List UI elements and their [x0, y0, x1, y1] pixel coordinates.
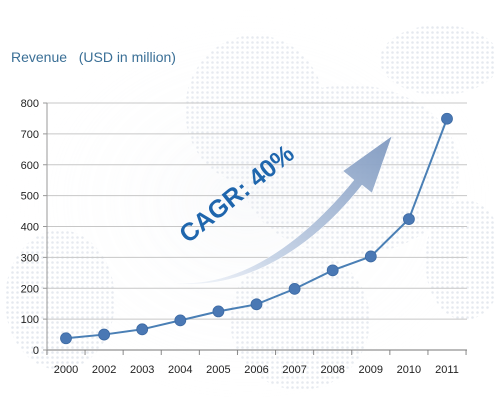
growth-arrow [142, 135, 393, 285]
y-tick-label: 700 [21, 129, 39, 141]
y-tick-label: 0 [33, 345, 39, 357]
data-point [441, 112, 453, 125]
data-point [250, 298, 263, 311]
y-tick-label: 300 [21, 252, 39, 264]
y-tick-label: 600 [21, 160, 39, 172]
x-axis-ticks: 2000 2002 2003 2004 2005 2006 2007 2008 2009 2010… [46, 350, 467, 376]
x-tick-label: 2005 [206, 364, 230, 376]
chart-title: Revenue (USD in million) [11, 49, 176, 65]
x-tick-label: 2007 [282, 364, 306, 376]
data-point [326, 264, 339, 277]
data-point [288, 282, 301, 295]
x-tick-label: 2004 [168, 364, 192, 376]
y-tick-label: 500 [21, 191, 39, 203]
x-tick-label: 2008 [320, 364, 344, 376]
data-point [402, 213, 415, 225]
x-tick-label: 2000 [54, 364, 78, 376]
y-tick-label: 100 [21, 314, 39, 326]
x-tick-label: 2009 [359, 364, 383, 376]
y-axis-ticks: 0 100 200 300 400 500 600 700 800 [21, 98, 47, 357]
revenue-series [60, 112, 453, 345]
x-tick-label: 2002 [92, 364, 116, 376]
x-tick-label: 2010 [397, 364, 421, 376]
data-point [174, 314, 187, 327]
data-point [364, 250, 377, 263]
y-tick-label: 200 [21, 283, 39, 295]
data-point [60, 332, 72, 345]
data-point [98, 328, 110, 341]
y-tick-label: 800 [21, 98, 39, 110]
x-tick-label: 2003 [130, 364, 154, 376]
data-point [136, 323, 149, 336]
x-tick-label: 2006 [244, 364, 268, 376]
grid-lines [47, 102, 467, 320]
data-point [212, 305, 225, 318]
x-tick-label: 2011 [435, 364, 459, 376]
y-tick-label: 400 [21, 222, 39, 234]
